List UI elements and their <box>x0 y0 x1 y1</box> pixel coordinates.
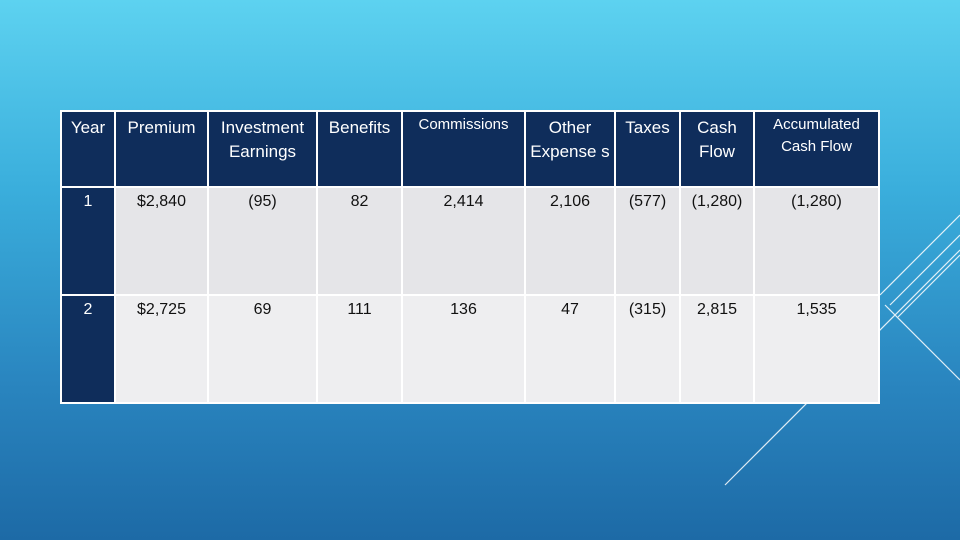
cell-commissions: 2,414 <box>401 186 526 296</box>
header-accumulated-cash-flow: Accumulated Cash Flow <box>753 110 880 188</box>
table-header-row: Year Premium Investment Earnings Benefit… <box>60 110 880 188</box>
header-premium: Premium <box>114 110 209 188</box>
table-row: 1 $2,840 (95) 82 2,414 2,106 (577) (1,28… <box>60 186 880 296</box>
cell-commissions: 136 <box>401 294 526 404</box>
cell-cash-flow: (1,280) <box>679 186 755 296</box>
cell-premium: $2,725 <box>114 294 209 404</box>
cash-flow-table: Year Premium Investment Earnings Benefit… <box>60 110 880 404</box>
header-cash-flow: Cash Flow <box>679 110 755 188</box>
header-commissions: Commissions <box>401 110 526 188</box>
header-investment-earnings: Investment Earnings <box>207 110 318 188</box>
cell-year: 2 <box>60 294 116 404</box>
cell-investment-earnings: (95) <box>207 186 318 296</box>
cell-taxes: (315) <box>614 294 681 404</box>
header-other-expenses: Other Expense s <box>524 110 616 188</box>
cell-accumulated-cash-flow: 1,535 <box>753 294 880 404</box>
cell-year: 1 <box>60 186 116 296</box>
header-benefits: Benefits <box>316 110 403 188</box>
header-taxes: Taxes <box>614 110 681 188</box>
cell-taxes: (577) <box>614 186 681 296</box>
cell-premium: $2,840 <box>114 186 209 296</box>
cell-investment-earnings: 69 <box>207 294 318 404</box>
header-year: Year <box>60 110 116 188</box>
table-row: 2 $2,725 69 111 136 47 (315) 2,815 1,535 <box>60 294 880 404</box>
cell-benefits: 111 <box>316 294 403 404</box>
cell-cash-flow: 2,815 <box>679 294 755 404</box>
cell-other-expenses: 2,106 <box>524 186 616 296</box>
cell-benefits: 82 <box>316 186 403 296</box>
cell-accumulated-cash-flow: (1,280) <box>753 186 880 296</box>
cell-other-expenses: 47 <box>524 294 616 404</box>
